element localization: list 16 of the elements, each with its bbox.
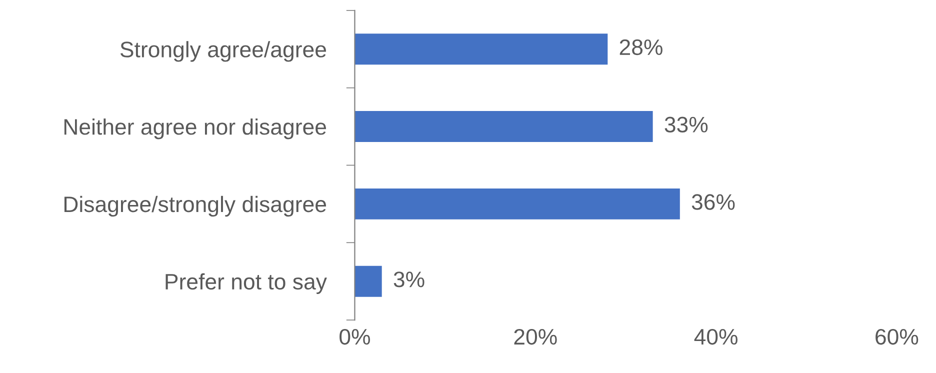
bar xyxy=(354,266,382,297)
y-tick-label: Neither agree nor disagree xyxy=(64,118,326,140)
x-tick-label: 20% xyxy=(514,328,557,345)
bar xyxy=(354,111,653,142)
x-tick-label: 60% xyxy=(876,328,918,345)
y-tick-label: Prefer not to say xyxy=(166,273,327,294)
x-tick-label: 0% xyxy=(340,328,370,345)
bar xyxy=(354,34,608,65)
data-label: 3% xyxy=(394,272,424,288)
data-label: 33% xyxy=(664,116,708,133)
y-tick-label: Disagree/strongly disagree xyxy=(64,196,326,217)
data-label: 28% xyxy=(620,39,662,56)
x-tick-label: 40% xyxy=(694,328,738,345)
data-label: 36% xyxy=(692,194,735,210)
y-tick-label: Strongly agree/agree xyxy=(120,41,326,62)
bar xyxy=(354,188,680,220)
